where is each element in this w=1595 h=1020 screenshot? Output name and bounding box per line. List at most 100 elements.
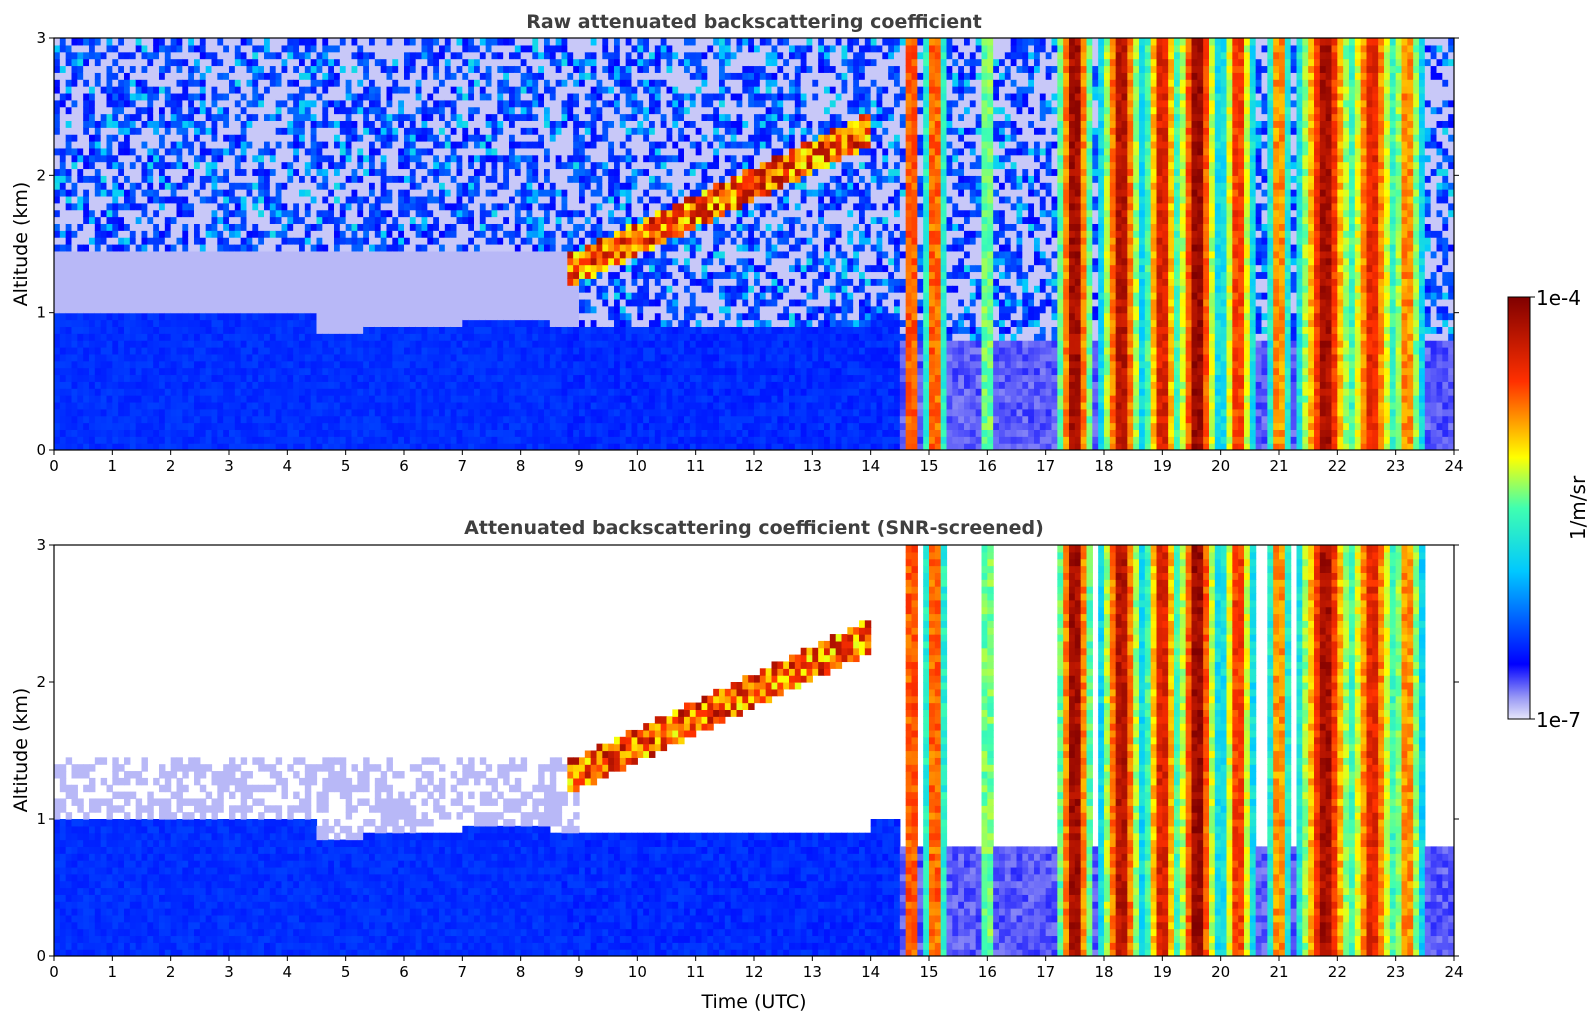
heatmap-cell bbox=[293, 38, 300, 46]
heatmap-cell bbox=[153, 381, 160, 389]
heatmap-cell bbox=[334, 271, 341, 279]
heatmap-cell bbox=[514, 223, 522, 231]
heatmap-cell bbox=[83, 202, 90, 211]
heatmap-cell bbox=[328, 312, 335, 321]
heatmap-cell bbox=[497, 182, 504, 190]
heatmap-cell bbox=[54, 92, 61, 101]
heatmap-cell bbox=[304, 65, 312, 73]
heatmap-cell bbox=[369, 415, 376, 424]
heatmap-cell bbox=[520, 182, 528, 190]
heatmap-cell bbox=[240, 333, 248, 341]
heatmap-cell bbox=[485, 401, 493, 410]
heatmap-cell bbox=[299, 388, 306, 396]
heatmap-cell bbox=[497, 388, 504, 396]
heatmap-cell bbox=[287, 333, 294, 341]
heatmap-cell bbox=[293, 134, 300, 142]
heatmap-cell bbox=[199, 175, 207, 183]
heatmap-cell bbox=[269, 305, 277, 314]
heatmap-cell bbox=[118, 408, 125, 417]
heatmap-cell bbox=[334, 264, 341, 273]
heatmap-cell bbox=[246, 106, 253, 115]
heatmap-cell bbox=[456, 374, 463, 382]
heatmap-cell bbox=[444, 223, 452, 231]
heatmap-cell bbox=[258, 250, 265, 259]
heatmap-cell bbox=[293, 65, 300, 73]
heatmap-cell bbox=[269, 147, 277, 156]
heatmap-cell bbox=[404, 141, 411, 149]
heatmap-cell bbox=[211, 134, 218, 142]
heatmap-cell bbox=[369, 360, 376, 369]
heatmap-cell bbox=[339, 443, 347, 450]
heatmap-cell bbox=[135, 340, 143, 348]
heatmap-cell bbox=[380, 395, 388, 403]
heatmap-cell bbox=[450, 443, 458, 450]
heatmap-cell bbox=[322, 127, 329, 135]
heatmap-cell bbox=[141, 189, 148, 197]
heatmap-cell bbox=[176, 161, 183, 170]
heatmap-cell bbox=[509, 175, 516, 183]
heatmap-cell bbox=[124, 333, 131, 341]
heatmap-cell bbox=[503, 388, 510, 396]
heatmap-cell bbox=[246, 422, 253, 430]
heatmap-cell bbox=[299, 120, 306, 128]
heatmap-cell bbox=[199, 106, 207, 115]
heatmap-cell bbox=[234, 99, 242, 108]
heatmap-cell bbox=[281, 141, 288, 149]
heatmap-cell bbox=[54, 106, 61, 115]
heatmap-cell bbox=[433, 312, 440, 321]
heatmap-cell bbox=[164, 360, 172, 369]
heatmap-cell bbox=[386, 182, 393, 190]
heatmap-cell bbox=[509, 326, 516, 334]
heatmap-cell bbox=[118, 51, 125, 60]
heatmap-cell bbox=[71, 237, 78, 245]
heatmap-cell bbox=[328, 305, 335, 314]
heatmap-cell bbox=[147, 51, 154, 60]
heatmap-cell bbox=[205, 271, 213, 279]
heatmap-cell bbox=[205, 264, 213, 273]
heatmap-cell bbox=[211, 175, 218, 183]
heatmap-cell bbox=[450, 182, 458, 190]
heatmap-cell bbox=[118, 257, 125, 266]
heatmap-cell bbox=[129, 154, 137, 163]
heatmap-cell bbox=[129, 230, 137, 238]
heatmap-cell bbox=[392, 161, 399, 170]
heatmap-cell bbox=[485, 422, 493, 430]
heatmap-cell bbox=[188, 86, 195, 94]
heatmap-cell bbox=[310, 99, 318, 108]
heatmap-cell bbox=[474, 189, 481, 197]
heatmap-cell bbox=[77, 58, 84, 67]
heatmap-cell bbox=[234, 347, 242, 355]
heatmap-cell bbox=[427, 292, 434, 300]
heatmap-cell bbox=[54, 99, 61, 108]
heatmap-cell bbox=[363, 154, 370, 163]
heatmap-cell bbox=[433, 298, 440, 307]
heatmap-cell bbox=[392, 244, 399, 252]
heatmap-cell bbox=[229, 429, 236, 437]
heatmap-cell bbox=[339, 257, 347, 266]
heatmap-cell bbox=[322, 305, 329, 314]
heatmap-cell bbox=[281, 209, 288, 218]
heatmap-cell bbox=[59, 195, 67, 204]
heatmap-cell bbox=[293, 99, 300, 108]
heatmap-cell bbox=[339, 436, 347, 444]
heatmap-cell bbox=[205, 415, 213, 424]
heatmap-cell bbox=[526, 285, 533, 293]
heatmap-cell bbox=[509, 257, 516, 266]
heatmap-cell bbox=[532, 319, 539, 327]
heatmap-cell bbox=[404, 86, 411, 94]
heatmap-cell bbox=[100, 44, 108, 53]
heatmap-cell bbox=[211, 141, 218, 149]
heatmap-cell bbox=[83, 347, 90, 355]
heatmap-cell bbox=[129, 395, 137, 403]
heatmap-cell bbox=[526, 415, 533, 424]
heatmap-cell bbox=[398, 141, 405, 149]
heatmap-cell bbox=[404, 333, 411, 341]
heatmap-cell bbox=[363, 436, 370, 444]
heatmap-cell bbox=[199, 244, 207, 252]
heatmap-cell bbox=[509, 209, 516, 218]
heatmap-cell bbox=[269, 106, 277, 115]
heatmap-cell bbox=[240, 347, 248, 355]
heatmap-cell bbox=[503, 195, 510, 204]
heatmap-cell bbox=[153, 374, 160, 382]
heatmap-cell bbox=[182, 38, 189, 46]
